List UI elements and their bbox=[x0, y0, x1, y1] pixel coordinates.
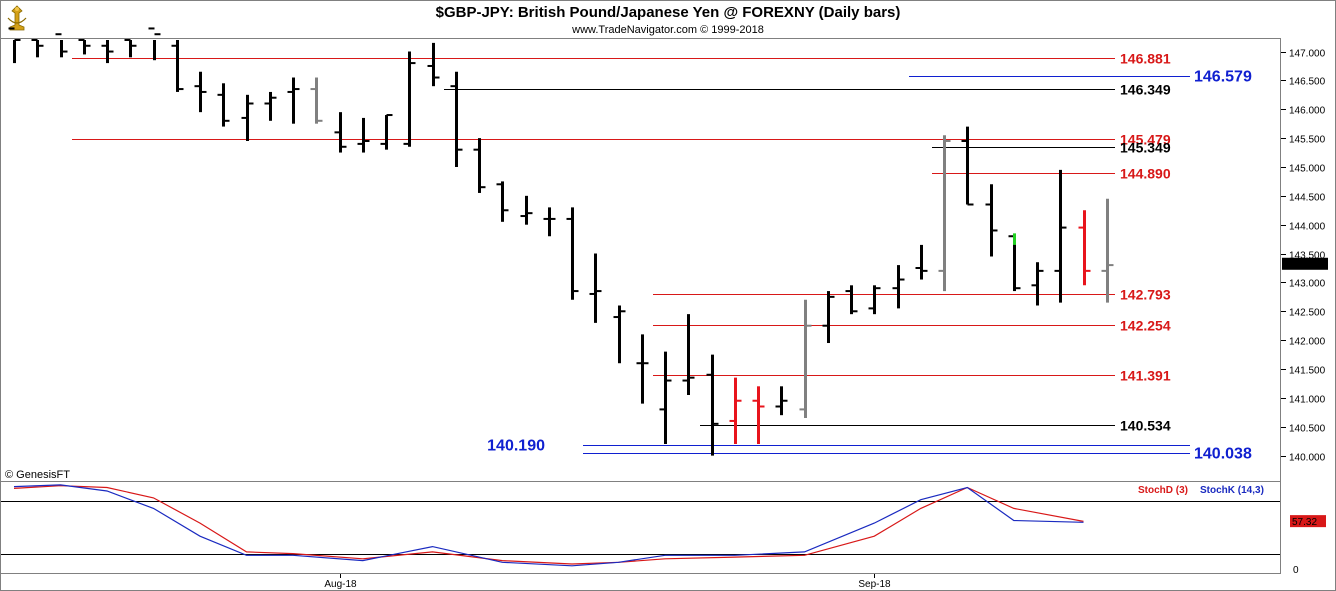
price-tick-label: 146.000 bbox=[1289, 106, 1326, 117]
price-tick-label: 141.500 bbox=[1289, 366, 1326, 377]
level-label: 146.349 bbox=[1120, 82, 1171, 98]
legend-stoch-k: StochK (14,3) bbox=[1200, 485, 1264, 496]
level-label: 142.254 bbox=[1120, 318, 1171, 334]
stoch-last-box bbox=[1290, 515, 1326, 528]
stochastic-lines: 0 57.32 StochD (3) StochK (14,3) bbox=[1, 484, 1326, 576]
trade-navigator-logo bbox=[7, 5, 27, 31]
stoch-last-label: 57.32 bbox=[1292, 517, 1317, 528]
level-label: 145.479 bbox=[1120, 132, 1171, 148]
last-price-box bbox=[1282, 257, 1328, 270]
chart-subtitle: www.TradeNavigator.com © 1999-2018 bbox=[571, 24, 764, 36]
price-tick-label: 142.500 bbox=[1289, 308, 1326, 319]
price-tick-label: 143.500 bbox=[1289, 251, 1326, 262]
level-label: 142.793 bbox=[1120, 287, 1171, 303]
level-label: 145.349 bbox=[1120, 140, 1171, 156]
price-tick-label: 146.500 bbox=[1289, 77, 1326, 88]
last-price-label: 143.323 bbox=[1284, 260, 1321, 271]
price-tick-label: 143.000 bbox=[1289, 279, 1326, 290]
legend-stoch-d: StochD (3) bbox=[1138, 485, 1188, 496]
watermark: © GenesisFT bbox=[5, 469, 70, 481]
price-tick-label: 140.000 bbox=[1289, 453, 1326, 464]
stoch-series-line bbox=[13, 484, 1084, 567]
level-label: 146.881 bbox=[1120, 51, 1171, 67]
level-label: 140.038 bbox=[1194, 446, 1252, 463]
price-tick-label: 147.000 bbox=[1289, 49, 1326, 60]
level-label: 144.890 bbox=[1120, 166, 1171, 182]
price-panel bbox=[0, 38, 1281, 482]
chart-title: $GBP-JPY: British Pound/Japanese Yen @ F… bbox=[436, 4, 901, 21]
price-tick-label: 145.500 bbox=[1289, 135, 1326, 146]
level-label: 146.579 bbox=[1194, 69, 1252, 86]
price-tick-label: 142.000 bbox=[1289, 337, 1326, 348]
level-label: 140.190 bbox=[487, 438, 545, 455]
date-tick-label: Aug-18 bbox=[324, 579, 357, 590]
price-tick-label: 141.000 bbox=[1289, 395, 1326, 406]
stoch-panel bbox=[0, 481, 1281, 574]
date-axis: Aug-18 Sep-18 bbox=[324, 574, 891, 590]
level-label: 141.391 bbox=[1120, 368, 1171, 384]
price-tick-label: 145.000 bbox=[1289, 164, 1326, 175]
price-tick-label: 144.500 bbox=[1289, 193, 1326, 204]
stoch-tick-label: 0 bbox=[1293, 565, 1299, 576]
stoch-series-line bbox=[13, 485, 1084, 565]
price-axis: 147.000 146.500 146.000 145.500 145.000 144.5… bbox=[1281, 49, 1328, 464]
price-bars bbox=[8, 27, 1114, 456]
price-tick-label: 140.500 bbox=[1289, 424, 1326, 435]
price-tick-label: 144.000 bbox=[1289, 222, 1326, 233]
date-tick-label: Sep-18 bbox=[858, 579, 891, 590]
level-label: 140.534 bbox=[1120, 418, 1171, 434]
